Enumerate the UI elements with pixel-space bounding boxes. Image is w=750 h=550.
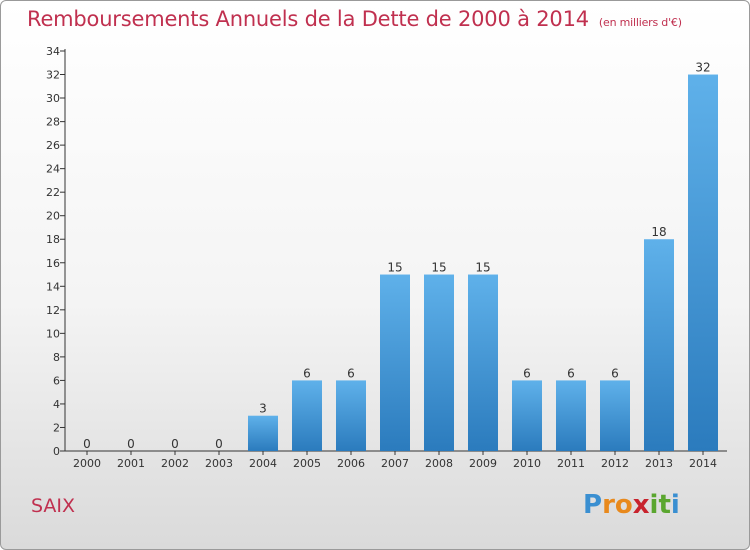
x-tick-label: 2013 — [645, 457, 673, 470]
logo-letter: i — [670, 490, 680, 520]
y-tick-label: 30 — [46, 92, 60, 105]
chart-title-text: Remboursements Annuels de la Dette de 20… — [27, 7, 589, 31]
x-tick-label: 2004 — [249, 457, 277, 470]
data-label: 15 — [431, 261, 446, 275]
bar — [688, 74, 718, 451]
bar — [336, 380, 366, 451]
y-tick-label: 14 — [46, 280, 60, 293]
logo-letter: o — [614, 490, 633, 520]
data-label: 6 — [303, 366, 311, 380]
bar — [424, 274, 454, 451]
data-label: 32 — [695, 61, 710, 75]
data-label: 0 — [83, 437, 91, 451]
bar — [248, 415, 278, 451]
data-label: 3 — [259, 402, 267, 416]
x-tick-label: 2005 — [293, 457, 321, 470]
data-label: 0 — [171, 437, 179, 451]
logo-letter: r — [602, 490, 615, 520]
y-tick-label: 26 — [46, 139, 60, 152]
bar — [512, 380, 542, 451]
data-label: 6 — [523, 366, 531, 380]
y-tick-label: 16 — [46, 257, 60, 270]
x-tick-label: 2006 — [337, 457, 365, 470]
y-tick-label: 2 — [53, 421, 60, 434]
y-tick-label: 6 — [53, 374, 60, 387]
data-labels: 0 0 0 0 3 6 6 15 15 15 6 6 6 18 32 — [83, 61, 710, 451]
data-label: 0 — [127, 437, 135, 451]
x-tick-label: 2014 — [689, 457, 717, 470]
y-tick-label: 18 — [46, 233, 60, 246]
logo-letter: i — [649, 490, 659, 520]
chart-title: Remboursements Annuels de la Dette de 20… — [27, 7, 682, 31]
y-tick-label: 28 — [46, 116, 60, 129]
data-label: 0 — [215, 437, 223, 451]
chart-subtitle: (en milliers d'€) — [598, 16, 682, 29]
commune-name: SAIX — [31, 495, 76, 517]
data-label: 6 — [347, 366, 355, 380]
x-tick-label: 2008 — [425, 457, 453, 470]
bar — [380, 274, 410, 451]
y-tick-label: 0 — [53, 445, 60, 458]
proxiti-logo[interactable]: Proxiti — [583, 490, 680, 520]
x-tick-label: 2012 — [601, 457, 629, 470]
y-tick-label: 10 — [46, 327, 60, 340]
y-tick-label: 32 — [46, 69, 60, 82]
bar — [600, 380, 630, 451]
x-tick-label: 2000 — [73, 457, 101, 470]
x-tick-label: 2010 — [513, 457, 541, 470]
y-tick-label: 4 — [53, 398, 60, 411]
x-axis: 2000 2001 2002 2003 2004 2005 2006 2007 2008 2009… — [65, 450, 727, 470]
y-tick-label: 12 — [46, 304, 60, 317]
bar — [644, 239, 674, 451]
data-label: 15 — [387, 261, 402, 275]
bar — [468, 274, 498, 451]
x-tick-label: 2002 — [161, 457, 189, 470]
data-label: 18 — [651, 225, 666, 239]
data-label: 6 — [567, 366, 575, 380]
x-tick-label: 2007 — [381, 457, 409, 470]
logo-letter: t — [658, 490, 671, 520]
y-tick-label: 22 — [46, 186, 60, 199]
bar — [292, 380, 322, 451]
y-tick-label: 24 — [46, 163, 60, 176]
x-tick-label: 2009 — [469, 457, 497, 470]
x-tick-label: 2001 — [117, 457, 145, 470]
y-tick-label: 34 — [46, 45, 60, 58]
bar — [556, 380, 586, 451]
data-label: 6 — [611, 366, 619, 380]
logo-letter: x — [632, 490, 650, 520]
y-tick-label: 20 — [46, 210, 60, 223]
logo-letter: P — [583, 490, 603, 520]
x-tick-label: 2003 — [205, 457, 233, 470]
data-label: 15 — [475, 261, 490, 275]
y-tick-label: 8 — [53, 351, 60, 364]
x-tick-label: 2011 — [557, 457, 585, 470]
bars — [248, 74, 718, 451]
